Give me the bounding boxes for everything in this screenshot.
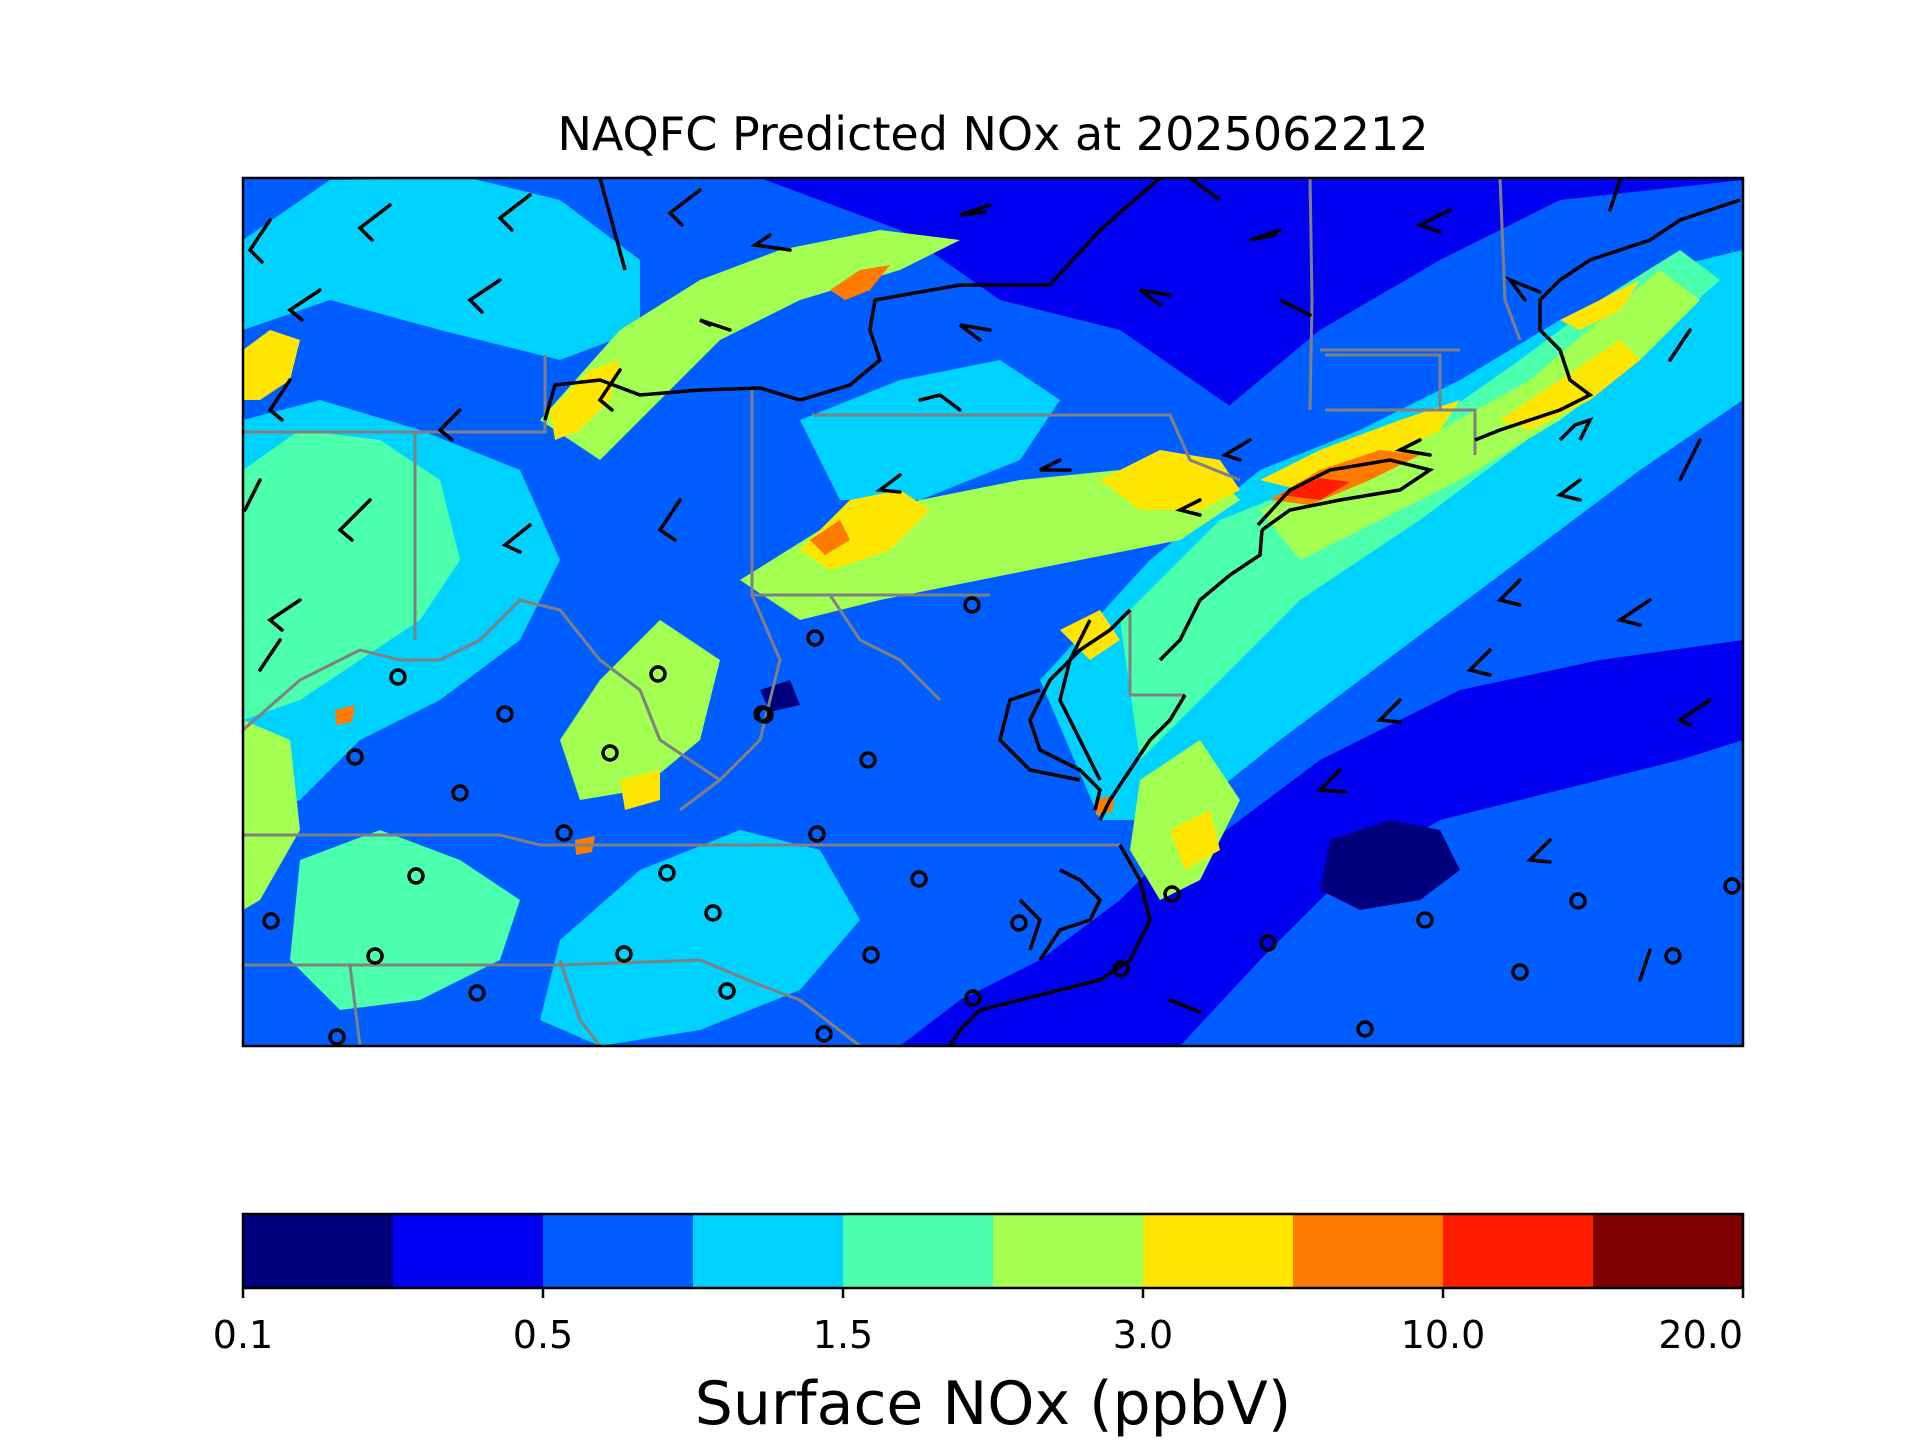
nox-region [243,178,1330,1046]
state-borders [243,178,1522,1046]
nox-region [810,520,850,555]
nox-region [243,430,460,720]
nox-region [1260,400,1460,490]
nox-region [1260,270,1700,560]
nox-region [1500,340,1640,430]
colorbar-swatch [393,1214,544,1288]
nox-region [540,230,960,460]
nox-field [243,178,1743,1046]
colorbar-tick-label: 0.1 [213,1313,273,1357]
colorbar [243,1214,1744,1288]
colorbar-swatch [543,1214,694,1288]
nox-region [243,178,640,360]
nox-region [800,360,1060,500]
colorbar-swatch [993,1214,1144,1288]
nox-region [1060,610,1120,660]
colorbar-tick-label: 3.0 [1113,1313,1173,1357]
nox-region [243,720,300,910]
calm-wind-circles [262,596,1741,1046]
nox-region [620,770,660,810]
colorbar-swatch [1293,1214,1444,1288]
colorbar-tick-label: 0.5 [513,1313,573,1357]
wind-barbs [243,178,1712,1014]
colorbar-tick-label: 1.5 [813,1313,873,1357]
colorbar-frame [241,1212,1745,1290]
nox-region [1170,810,1220,870]
nox-region [830,265,890,300]
colorbar-swatch [1593,1214,1744,1288]
colorbar-tick-label: 20.0 [1658,1313,1743,1357]
map-title: NAQFC Predicted NOx at 2025062212 [557,107,1428,161]
colorbar-tick-marks [241,1288,1745,1298]
colorbar-swatch [843,1214,994,1288]
nox-region [1280,478,1350,500]
colorbar-swatch [243,1214,394,1288]
colorbar-tick-label: 10.0 [1401,1313,1486,1357]
colorbar-swatch [693,1214,844,1288]
nox-region [1180,740,1743,1046]
nox-region [740,460,1240,620]
nox-region [1560,280,1640,330]
colorbar-swatch [1443,1214,1594,1288]
colorbar-tick-labels: 0.1 0.5 1.5 3.0 10.0 20.0 [213,1313,1743,1357]
nox-region [335,705,355,725]
map-panel [243,178,1743,1046]
map-frame [241,176,1745,1048]
nox-region [243,330,300,400]
colorbar-label: Surface NOx (ppbV) [695,1369,1291,1439]
coastlines [543,178,1741,1046]
colorbar-swatch [1143,1214,1294,1288]
nox-region [1130,740,1240,900]
nox-region [1320,820,1460,910]
